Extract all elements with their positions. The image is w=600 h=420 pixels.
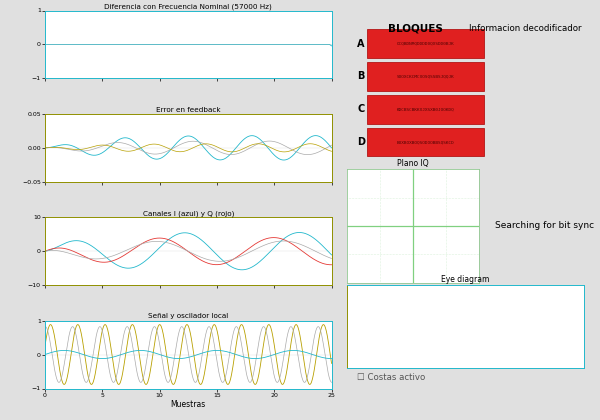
Text: BLOQUES: BLOQUES xyxy=(388,24,443,34)
Title: Señal y oscilador local: Señal y oscilador local xyxy=(148,313,229,320)
Text: x: x xyxy=(365,219,368,223)
Bar xyxy=(367,128,484,156)
Text: KDCBSCBKKXJXSXB0JOOKDQ: KDCBSCBKKXJXSXB0JOOKDQ xyxy=(397,108,454,111)
Text: x: x xyxy=(365,248,368,252)
Text: BLOCK SYNC: BLOCK SYNC xyxy=(379,217,436,226)
Title: Diferencia con Frecuencia Nominal (57000 Hz): Diferencia con Frecuencia Nominal (57000… xyxy=(104,3,272,10)
Title: Eye diagram: Eye diagram xyxy=(442,275,490,284)
Title: Plano IQ: Plano IQ xyxy=(397,160,429,168)
Bar xyxy=(361,184,373,202)
Title: Error en feedback: Error en feedback xyxy=(156,107,221,113)
X-axis label: Muestras: Muestras xyxy=(170,400,206,410)
Bar xyxy=(367,95,484,123)
Title: Canales I (azul) y Q (rojo): Canales I (azul) y Q (rojo) xyxy=(143,210,234,217)
Text: B: B xyxy=(357,71,365,81)
Text: A: A xyxy=(357,39,365,49)
Text: SOOXCKCMCXOSQSSBSJQQJK: SOOXCKCMCXOSQSSBSJQQJK xyxy=(397,74,454,79)
Text: Informacion decodificador: Informacion decodificador xyxy=(469,24,581,33)
Bar xyxy=(361,213,373,231)
Bar xyxy=(361,241,373,259)
Text: BOXBOXBOQSODOOBBSQSKCD: BOXBOXBOQSODOOBBSQSKCD xyxy=(397,140,454,144)
Text: C: C xyxy=(357,104,364,114)
Text: OCQBDNMQDDDD0QXSDD0BJK: OCQBDNMQDDDD0QXSDD0BJK xyxy=(397,42,454,46)
Text: BIT SYNC: BIT SYNC xyxy=(379,189,420,197)
Text: GROUP OK: GROUP OK xyxy=(379,245,427,254)
Text: D: D xyxy=(357,137,365,147)
Text: Searching for bit sync: Searching for bit sync xyxy=(495,221,594,231)
Text: x: x xyxy=(365,191,368,195)
Bar xyxy=(367,29,484,58)
Bar xyxy=(367,62,484,91)
Text: ☐ Costas activo: ☐ Costas activo xyxy=(357,373,425,382)
